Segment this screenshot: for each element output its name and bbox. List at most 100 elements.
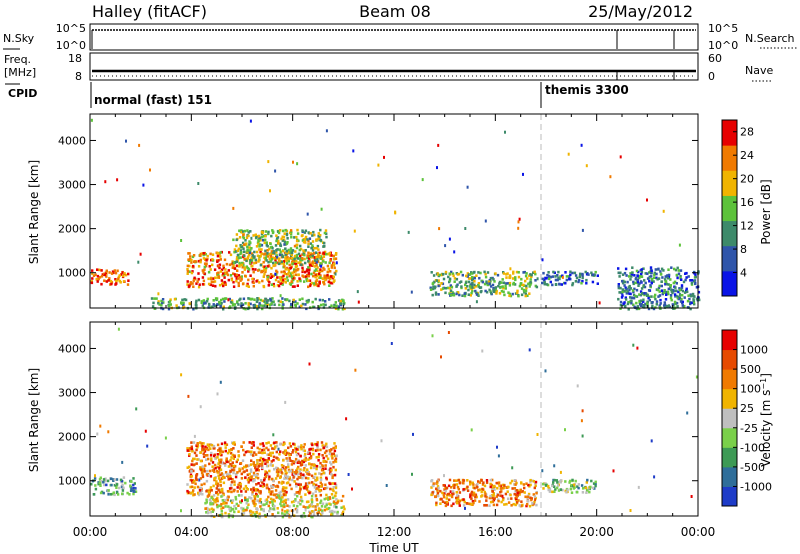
power-cell	[573, 271, 577, 275]
power-cell	[639, 280, 643, 283]
power-cell	[267, 232, 270, 236]
velocity-cell	[496, 486, 499, 490]
velocity-cell	[478, 481, 482, 484]
velocity-cell	[210, 507, 214, 511]
power-cell	[585, 281, 588, 285]
power-cell	[617, 283, 620, 286]
velocity-cell	[104, 479, 107, 483]
velocity-cell	[268, 501, 272, 504]
power-cell	[107, 279, 111, 282]
power-cell	[647, 307, 651, 311]
velocity-cell	[219, 473, 222, 477]
power-cell	[681, 304, 684, 307]
nsky-tick-top: 10^5	[56, 22, 86, 35]
velocity-cell	[437, 494, 440, 498]
velocity-cell	[470, 492, 473, 495]
velocity-cell	[547, 487, 550, 490]
power-cell	[96, 274, 100, 278]
power-cell	[237, 256, 241, 260]
velocity-cell	[303, 449, 307, 453]
power-cell	[328, 252, 331, 255]
power-cell	[337, 305, 340, 308]
power-cell	[91, 272, 94, 275]
velocity-cell	[300, 447, 303, 451]
power-cell	[236, 249, 240, 252]
power-cell	[507, 291, 510, 294]
power-cell	[275, 239, 278, 243]
velocity-cell	[483, 490, 486, 494]
power-cell	[343, 307, 346, 311]
velocity-cell	[102, 480, 105, 484]
power-cell	[429, 286, 432, 290]
power-cell	[293, 244, 297, 248]
power-cell	[493, 290, 496, 293]
power-cell	[554, 275, 557, 278]
velocity-cell	[212, 447, 215, 450]
velocity-cell	[478, 500, 481, 503]
power-cell	[483, 270, 486, 274]
date-title: 25/May/2012	[588, 2, 693, 21]
velocity-cell	[242, 487, 246, 491]
power-cell	[244, 274, 247, 278]
velocity-cell	[293, 443, 296, 446]
power-cell	[157, 300, 160, 303]
power-cell	[246, 245, 249, 248]
power-cell	[223, 276, 226, 279]
velocity-cell	[252, 454, 255, 457]
power-cell	[532, 271, 535, 274]
velocity-cell	[558, 480, 561, 483]
velocity-cell	[199, 477, 203, 480]
power-cell	[258, 245, 261, 248]
velocity-cell	[110, 483, 113, 487]
power-cell	[212, 277, 215, 280]
velocity-cell	[102, 491, 105, 495]
power-cell	[687, 294, 690, 297]
power-cell	[257, 258, 261, 261]
power-cell	[617, 286, 620, 290]
power-cell	[207, 277, 210, 281]
power-cell	[264, 258, 267, 261]
power-cell	[431, 293, 434, 297]
velocity-cell	[221, 450, 225, 454]
velocity-cell	[466, 485, 469, 489]
power-cell	[218, 266, 221, 270]
velocity-cell	[233, 510, 236, 514]
velocity-cell	[311, 515, 314, 519]
velocity-cell	[213, 477, 216, 480]
power-cell	[629, 272, 632, 275]
power-cell	[311, 244, 314, 247]
power-cell	[202, 253, 205, 257]
cpid-segment-2: themis 3300	[545, 83, 629, 97]
power-cell	[202, 299, 205, 302]
power-cell	[467, 293, 470, 296]
velocity-cell	[247, 481, 250, 484]
velocity-cell	[216, 496, 219, 500]
power-cell	[301, 268, 305, 272]
velocity-cell	[225, 473, 229, 476]
power-cell	[235, 238, 238, 242]
power-cell	[201, 269, 204, 272]
power-cell	[257, 238, 260, 242]
power-cell	[489, 276, 493, 280]
velocity-cell	[514, 498, 518, 502]
beam-title: Beam 08	[359, 2, 431, 21]
velocity-cell	[325, 449, 328, 453]
velocity-cell	[227, 495, 230, 499]
x-tick-label: 12:00	[377, 525, 412, 539]
power-cell	[301, 229, 304, 232]
velocity-cell	[308, 462, 311, 465]
velocity-cell	[190, 441, 193, 444]
nsky-panel	[89, 23, 699, 51]
power-cell	[635, 288, 639, 292]
velocity-cell	[231, 515, 234, 519]
power-cell	[574, 280, 578, 283]
velocity-cell	[211, 469, 214, 472]
velocity-cell	[211, 461, 215, 464]
power-cell	[190, 261, 193, 264]
velocity-cell	[252, 444, 255, 447]
velocity-cell	[200, 471, 204, 475]
power-cell	[565, 278, 568, 282]
power-cell	[293, 285, 296, 288]
power-cell	[237, 281, 240, 285]
velocity-cell	[287, 446, 290, 450]
